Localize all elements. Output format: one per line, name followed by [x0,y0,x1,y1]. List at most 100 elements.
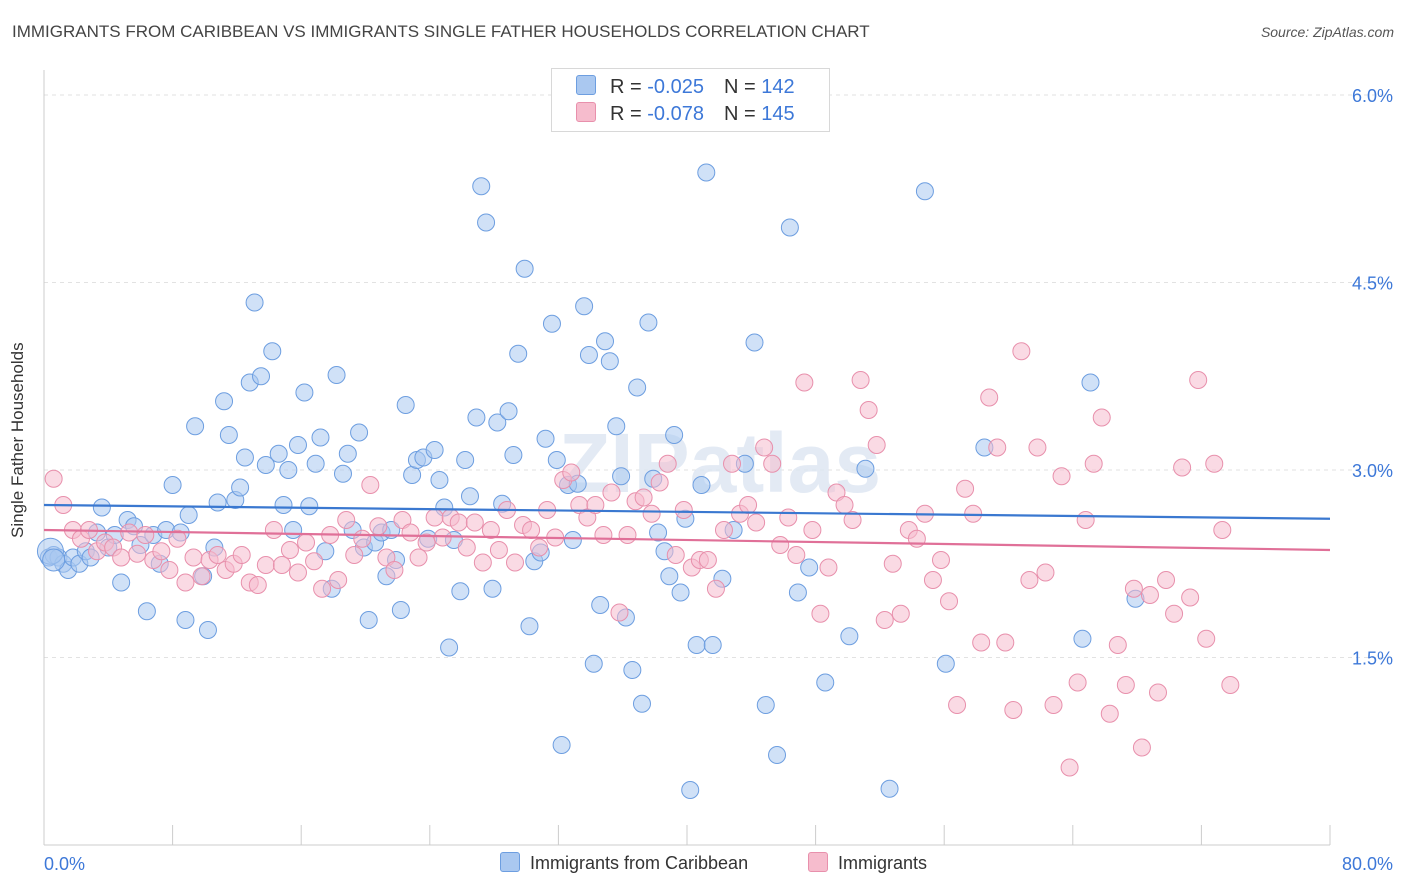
data-point [940,592,959,611]
data-point [272,556,291,574]
data-point [714,521,733,539]
data-point [295,383,314,402]
data-point [843,511,862,529]
y-tick-label: 1.5% [1352,649,1393,669]
data-point [1213,521,1232,539]
data-point [256,556,275,574]
data-point [440,638,459,657]
data-point [584,654,603,673]
data-point [176,573,195,592]
data-point [763,454,782,473]
data-point [520,617,539,636]
data-point [795,373,814,392]
data-point [186,417,205,436]
data-point [923,571,942,589]
data-point [697,163,716,182]
data-point [768,746,787,764]
data-point [964,504,983,523]
legend-swatch-blue [500,852,520,872]
y-axis-label: Single Father Households [8,342,27,538]
data-point [401,523,420,542]
data-point [779,508,798,527]
data-point [665,426,684,444]
data-point [972,633,991,652]
data-point [232,546,251,564]
data-point [1052,467,1071,486]
data-point [666,546,685,564]
data-point [835,496,854,514]
axes [43,70,1331,846]
data-point [477,213,496,232]
y-tick-labels: 1.5% 3.0% 4.5% 6.0% [1352,86,1393,669]
data-point [198,621,217,639]
data-point [297,533,316,552]
data-point [1036,563,1055,582]
data-point [706,579,725,598]
legend-swatch-pink [808,852,828,872]
legend-item-caribbean[interactable]: Immigrants from Caribbean [500,852,748,874]
x-tick-label-max: 80.0% [1342,854,1393,874]
data-point [755,438,774,457]
data-point [483,579,502,598]
data-point [92,498,111,517]
data-point [980,388,999,407]
data-point [313,579,332,598]
data-point [467,408,486,427]
data-point [586,496,605,514]
r-label: R = [610,76,648,98]
data-point [596,332,615,351]
source-label: Source: ZipAtlas.com [1260,24,1394,40]
data-point [457,538,476,557]
data-point [623,661,642,679]
data-point [536,429,555,448]
data-point [488,413,507,432]
data-point [163,476,182,494]
data-point [988,438,1007,457]
data-point [591,596,610,614]
data-point [248,576,267,594]
data-point [179,506,198,524]
data-point [345,546,364,564]
data-point [1108,636,1127,654]
data-point [745,333,764,352]
data-point [152,542,171,561]
legend-item-immigrants[interactable]: Immigrants [808,852,927,874]
data-point [1092,408,1111,427]
data-point [1205,454,1224,473]
data-point [1132,738,1151,757]
data-point [747,513,766,532]
data-point [472,177,491,196]
n-value: 142 [761,76,795,98]
data-point [1044,696,1063,714]
data-point [819,558,838,577]
data-point [128,544,147,563]
data-point [610,603,629,622]
data-point [875,611,894,629]
trend-line [43,503,1331,520]
data-point [369,517,388,536]
data-point [465,513,484,532]
data-point [337,511,356,529]
data-point [473,553,492,572]
data-point [44,469,63,488]
legend-swatch-blue [576,75,596,95]
data-point [208,493,227,512]
data-point [660,567,679,586]
data-point [658,454,677,473]
data-point [256,456,275,474]
data-point [575,297,594,316]
data-point [481,521,500,539]
data-point [816,673,835,692]
data-point [333,464,352,483]
y-tick-label: 3.0% [1352,461,1393,481]
data-point [788,583,807,602]
data-point [867,436,886,454]
data-point [681,781,700,799]
data-point [674,501,693,519]
data-point [756,696,775,714]
legend-stats-row-caribbean: R = -0.025 N = 142 [576,75,795,99]
data-point [316,542,335,561]
data-point [280,541,299,559]
data-point [176,611,195,629]
data-point [252,367,271,386]
